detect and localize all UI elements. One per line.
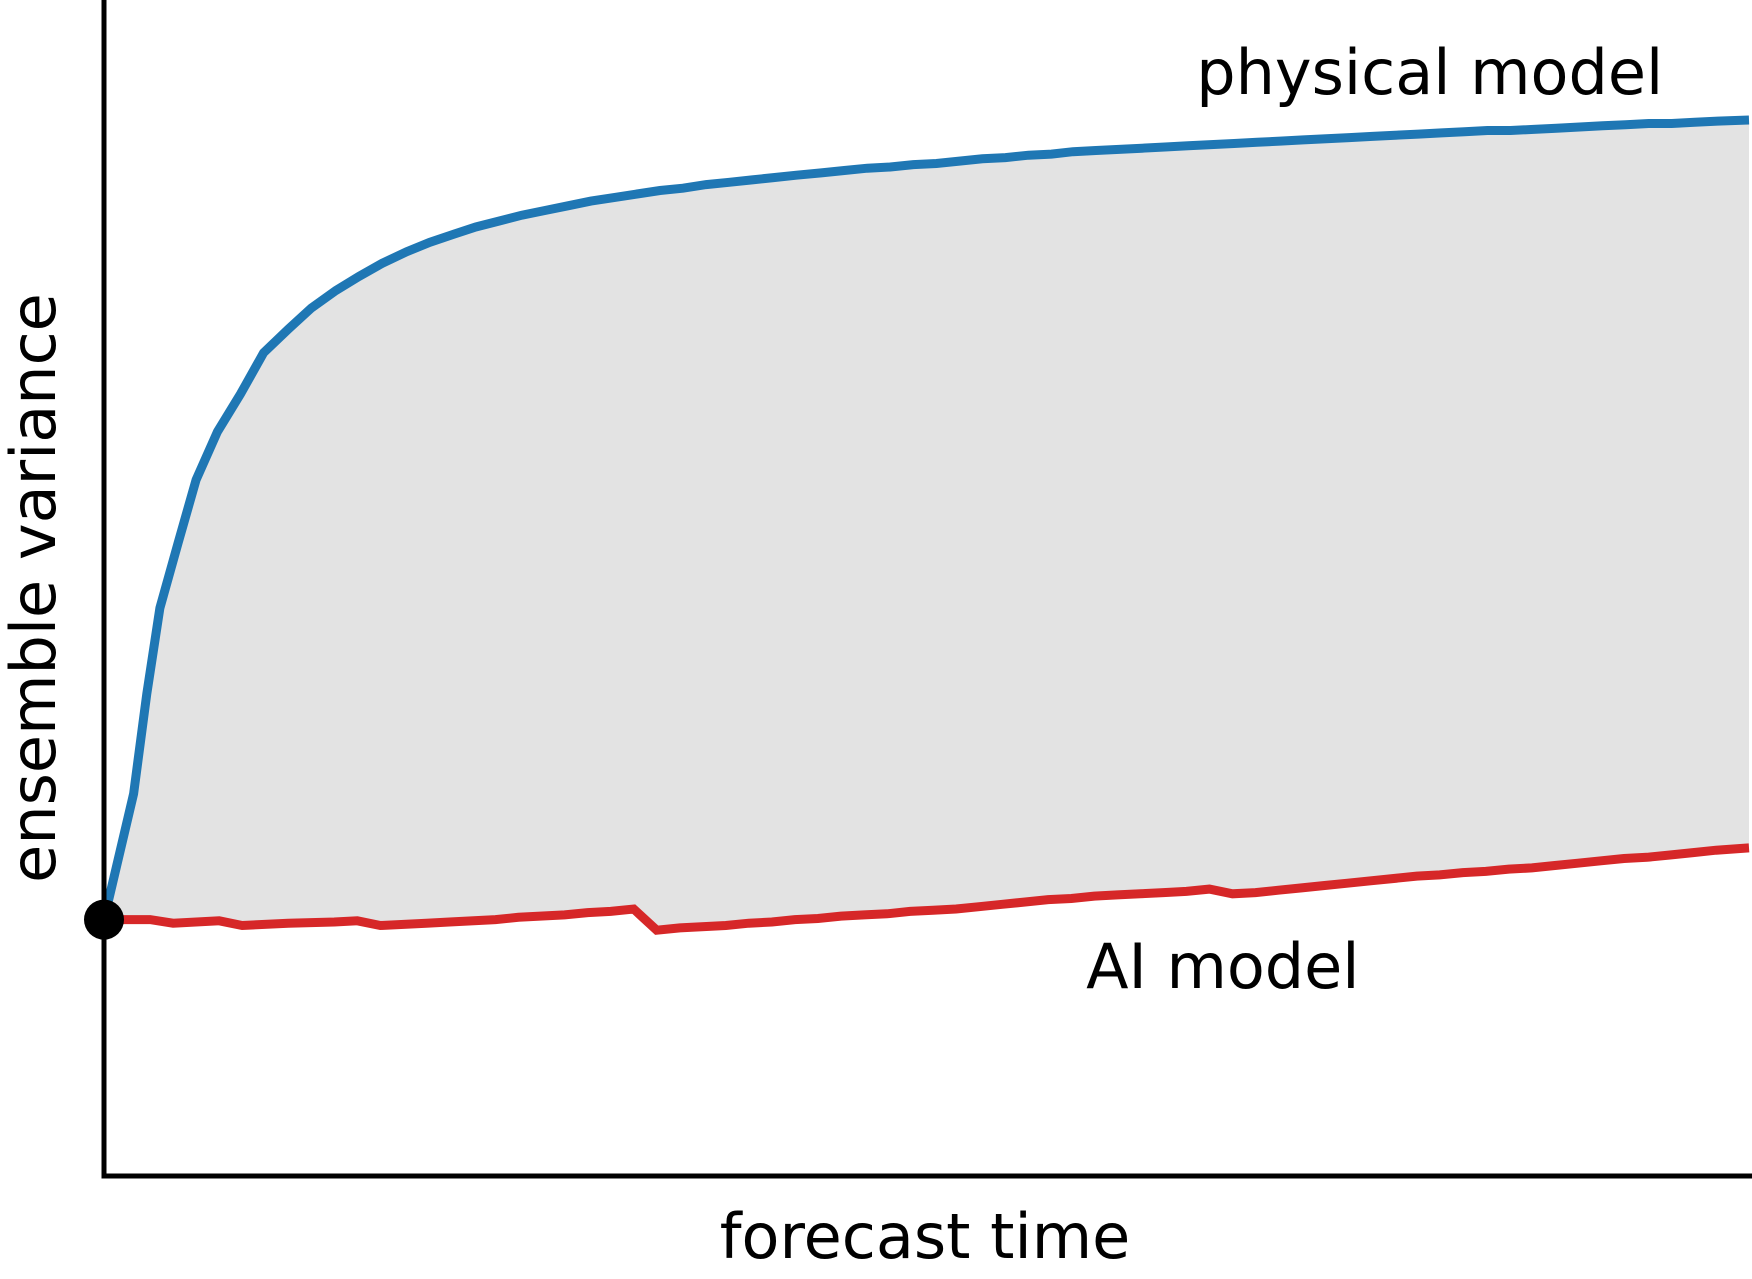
plot-area: physical model AI model	[84, 0, 1752, 1179]
x-axis-label: forecast time	[720, 1200, 1131, 1273]
physical-model-label: physical model	[1196, 36, 1663, 109]
ai-model-line	[104, 843, 1750, 935]
ai-model-label: AI model	[1086, 930, 1359, 1003]
shaded-gap-region	[104, 120, 1749, 931]
initial-state-marker	[84, 899, 124, 940]
physical-model-line	[99, 115, 1750, 921]
y-axis-label: ensemble variance	[0, 293, 70, 883]
